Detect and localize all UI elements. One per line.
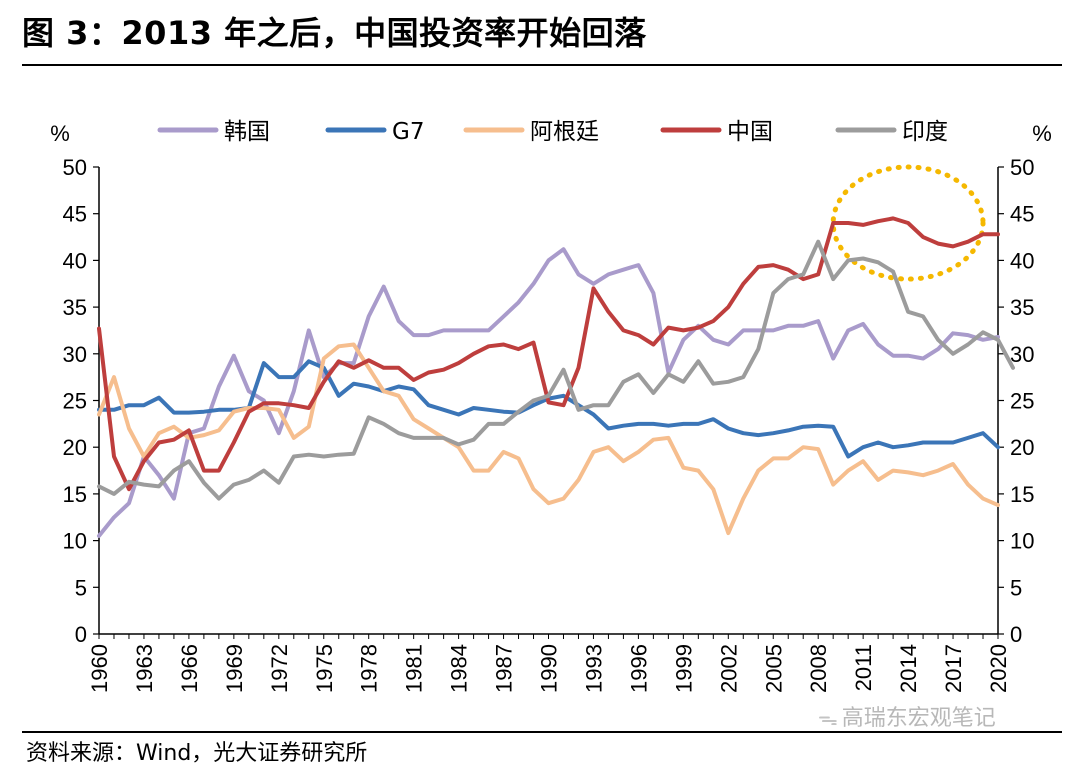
y-tick-label-left: 30 xyxy=(63,342,87,367)
title-rule xyxy=(22,64,1062,66)
y-tick-label-right: 50 xyxy=(1010,155,1034,180)
x-tick-label: 1969 xyxy=(222,644,247,693)
series-line-2 xyxy=(97,342,1000,536)
y-tick-label-right: 30 xyxy=(1010,342,1034,367)
legend-label-2: 阿根廷 xyxy=(530,119,599,145)
series-line-4 xyxy=(97,239,1015,501)
x-tick-label: 1981 xyxy=(402,644,427,693)
x-tick-label: 1993 xyxy=(581,644,606,693)
y-tick-label-left: 40 xyxy=(63,248,87,273)
watermark-text: 高瑞东宏观笔记 xyxy=(841,706,996,731)
y-tick-label-right: 15 xyxy=(1010,482,1034,507)
y-tick-label-left: 10 xyxy=(63,529,87,554)
legend-label-0: 韩国 xyxy=(224,119,270,145)
legend-label-1: G7 xyxy=(392,119,424,145)
legend-label-3: 中国 xyxy=(727,119,773,145)
x-tick-label: 1990 xyxy=(537,644,562,693)
y-tick-label-left: 45 xyxy=(63,202,87,227)
y-unit-right: % xyxy=(1032,121,1052,146)
y-tick-label-right: 5 xyxy=(1010,575,1022,600)
y-unit-left: % xyxy=(50,121,70,146)
highlight-ellipse xyxy=(830,164,986,282)
x-tick-label: 2020 xyxy=(986,644,1011,693)
x-tick-label: 2011 xyxy=(851,644,876,691)
x-tick-label: 2017 xyxy=(941,644,966,693)
x-tick-label: 1972 xyxy=(267,644,292,693)
y-tick-label-left: 5 xyxy=(75,575,87,600)
y-tick-label-right: 20 xyxy=(1010,435,1034,460)
x-tick-label: 2008 xyxy=(806,644,831,693)
y-tick-label-right: 25 xyxy=(1010,389,1034,414)
x-tick-label: 1996 xyxy=(626,644,651,693)
source-note: 资料来源：Wind，光大证券研究所 xyxy=(26,741,368,766)
y-tick-label-right: 40 xyxy=(1010,248,1034,273)
y-tick-label-right: 35 xyxy=(1010,295,1034,320)
y-tick-label-left: 50 xyxy=(63,155,87,180)
y-tick-label-left: 35 xyxy=(63,295,87,320)
legend-label-4: 印度 xyxy=(902,119,948,145)
x-tick-label: 1975 xyxy=(312,644,337,693)
y-tick-label-left: 15 xyxy=(63,482,87,507)
x-tick-label: 2002 xyxy=(716,644,741,693)
watermark: ᯓ 高瑞东宏观笔记 xyxy=(818,700,996,732)
series-line-0 xyxy=(97,247,1000,538)
x-tick-label: 2014 xyxy=(896,644,921,693)
y-tick-label-left: 20 xyxy=(63,435,87,460)
y-tick-label-right: 45 xyxy=(1010,202,1034,227)
x-tick-label: 1978 xyxy=(357,644,382,693)
y-tick-label-right: 10 xyxy=(1010,529,1034,554)
x-tick-label: 1984 xyxy=(447,644,472,693)
x-tick-label: 1966 xyxy=(177,644,202,693)
chart-title: 图 3：2013 年之后，中国投资率开始回落 xyxy=(22,14,647,52)
y-tick-label-right: 0 xyxy=(1010,622,1022,647)
source-rule xyxy=(22,731,1062,733)
series-line-3 xyxy=(97,216,1000,492)
y-tick-label-left: 0 xyxy=(75,622,87,647)
x-tick-label: 2005 xyxy=(761,644,786,693)
x-tick-label: 1960 xyxy=(87,644,112,693)
x-tick-label: 1963 xyxy=(132,644,157,693)
wechat-icon: ᯓ xyxy=(818,706,838,730)
x-tick-label: 1987 xyxy=(492,644,517,693)
y-tick-label-left: 25 xyxy=(63,389,87,414)
x-tick-label: 1999 xyxy=(671,644,696,693)
